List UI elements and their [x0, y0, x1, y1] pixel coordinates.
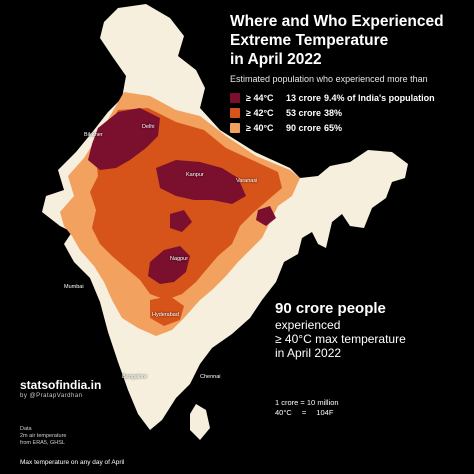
- city-label-delhi: Delhi: [142, 124, 155, 130]
- city-label-chennai: Chennai: [200, 374, 221, 380]
- highlight-line-1: experienced: [275, 318, 341, 332]
- chart-title: Where and Who Experienced Extreme Temper…: [230, 12, 470, 69]
- crore-conversion: 1 crore = 10 million: [275, 398, 339, 407]
- city-label-hyderabad: Hyderabad: [152, 312, 179, 318]
- heat-band-44-rajasthan: [88, 108, 160, 170]
- legend-share: 38%: [324, 107, 343, 118]
- legend-row-40: ≥ 40°C 90 crore 65%: [230, 120, 435, 135]
- heat-band-44-vidarbha: [148, 246, 190, 284]
- heat-band-42: [90, 108, 282, 300]
- data-notes-line-2: from ERA5, GHSL: [20, 440, 65, 446]
- legend-swatch-42: [230, 107, 240, 118]
- title-line-1: Where and Who Experienced: [230, 13, 444, 30]
- temp-celsius: 40°C: [275, 408, 292, 417]
- city-label-nagpur: Nagpur: [170, 256, 189, 262]
- legend-population: 13 crore: [286, 92, 322, 103]
- legend-population: 53 crore: [286, 107, 322, 118]
- legend-row-44: ≥ 44°C 13 crore 9.4% of India's populati…: [230, 90, 435, 105]
- legend-row-42: ≥ 42°C 53 crore 38%: [230, 105, 435, 120]
- city-label-varanasi: Varanasi: [236, 178, 258, 184]
- heat-band-44-central: [170, 210, 192, 232]
- chart-subtitle: Estimated population who experienced mor…: [230, 74, 428, 84]
- legend-population: 90 crore: [286, 122, 322, 133]
- legend-threshold: ≥ 44°C: [246, 92, 274, 103]
- heat-band-42-south: [150, 296, 184, 326]
- legend-threshold: ≥ 42°C: [246, 107, 274, 118]
- highlight-headline: 90 crore people: [275, 300, 386, 317]
- legend: ≥ 44°C 13 crore 9.4% of India's populati…: [230, 90, 435, 135]
- temp-fahrenheit: 104F: [316, 408, 334, 417]
- legend-share: 9.4% of India's population: [324, 92, 435, 103]
- title-line-2: Extreme Temperature: [230, 32, 389, 49]
- legend-threshold: ≥ 40°C: [246, 122, 274, 133]
- title-line-3: in April 2022: [230, 51, 322, 68]
- city-label-mumbai: Mumbai: [64, 284, 84, 290]
- footnote: Max temperature on any day of April: [20, 459, 125, 466]
- data-notes-line-1: 2m air temperature: [20, 433, 67, 439]
- temperature-conversion: 40°C = 104F: [275, 408, 333, 417]
- legend-swatch-40: [230, 122, 240, 133]
- highlight-line-3: in April 2022: [275, 346, 342, 360]
- heat-band-44-up: [156, 160, 246, 204]
- city-label-kanpur: Kanpur: [186, 172, 204, 178]
- city-label-bikaner: Bikaner: [84, 132, 103, 138]
- temp-equals: =: [301, 408, 307, 417]
- brand-name: statsofindia.in: [20, 378, 102, 392]
- data-notes-label: Data: [20, 426, 32, 432]
- highlight-line-2: ≥ 40°C max temperature: [275, 332, 406, 346]
- brand-byline: by @PratapVardhan: [20, 393, 83, 399]
- legend-share: 65%: [324, 122, 343, 133]
- city-label-bangalore: Bangalore: [122, 374, 148, 380]
- heat-band-44-east: [256, 206, 276, 226]
- legend-swatch-44: [230, 92, 240, 103]
- sri-lanka-land: [190, 404, 210, 440]
